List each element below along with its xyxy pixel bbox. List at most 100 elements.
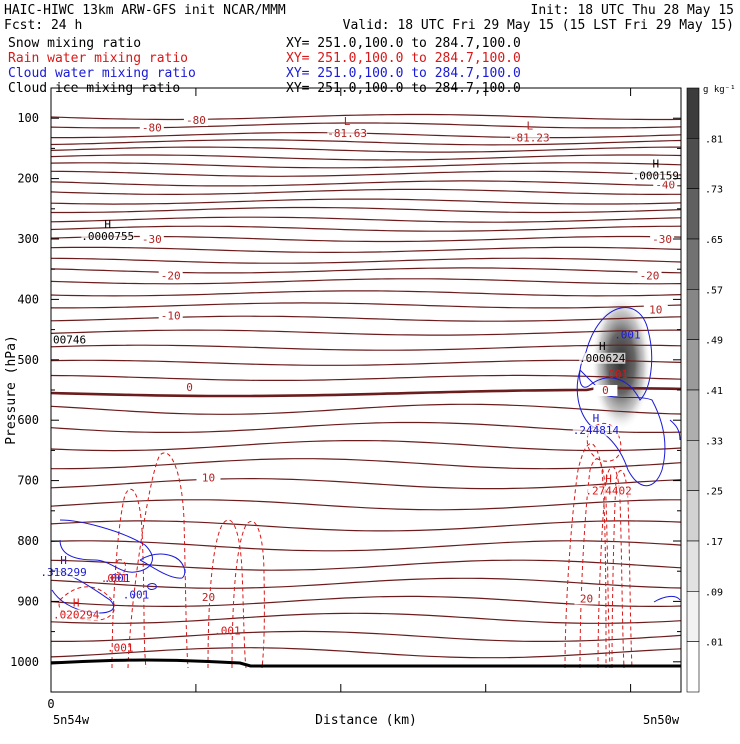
isotherm-line	[50, 225, 682, 232]
field-xy: XY= 251.0,100.0 to 284.7,100.0	[286, 66, 521, 81]
isotherm-label: 20	[202, 591, 215, 604]
label-mask	[327, 128, 367, 140]
rain-water-contour	[207, 519, 247, 669]
label-mask	[510, 132, 550, 144]
label-mask	[637, 270, 662, 282]
colorbar-swatch	[686, 138, 700, 189]
extremum-value: .0000755	[81, 230, 134, 243]
y-tick-label: 100	[17, 111, 39, 125]
temperature-isotherms	[50, 113, 682, 659]
isotherm-line	[50, 267, 682, 274]
label-mask	[650, 234, 675, 246]
isotherm-line	[50, 499, 681, 511]
colorbar-swatch	[686, 440, 700, 491]
extremum-value: .318299	[40, 566, 86, 579]
cloud-water-contour	[669, 419, 681, 441]
isotherm-label: -40	[655, 179, 675, 192]
isotherm-line	[50, 139, 682, 146]
isotherm-label: 0	[602, 384, 609, 397]
y-tick-label: 500	[17, 353, 39, 367]
colorbar-swatch	[686, 339, 700, 391]
contour-value-label: .001	[602, 368, 629, 381]
isotherm-line	[50, 154, 682, 161]
isotherm-label: -30	[652, 233, 672, 246]
isotherm-label: 10	[649, 304, 662, 317]
isotherm-line	[50, 257, 682, 264]
contour-value-label: .001	[614, 329, 641, 342]
extremum-marker: H	[593, 412, 600, 425]
colorbar-swatch	[686, 238, 700, 290]
y-tick-label: 1000	[10, 655, 39, 669]
y-tick-label: 200	[17, 172, 39, 186]
isotherm-line	[51, 206, 682, 214]
rain-water-contour	[58, 586, 115, 621]
rain-water-contours	[58, 422, 633, 669]
extremum-value: .000159	[633, 169, 679, 182]
x-left-location: 5n54w	[53, 713, 90, 727]
isotherm-line	[50, 647, 682, 659]
colorbar-swatch	[686, 591, 700, 642]
colorbar-level-label: .57	[705, 285, 723, 296]
label-mask	[653, 179, 678, 191]
colorbar-swatch	[686, 87, 700, 139]
label-mask	[177, 382, 202, 393]
label-mask	[196, 592, 221, 604]
label-mask	[158, 310, 183, 322]
extremum-value: .274402	[585, 485, 631, 498]
isotherm-line	[50, 403, 682, 415]
isotherm-line	[50, 180, 682, 187]
label-mask	[632, 170, 679, 182]
colorbar-level-label: .73	[705, 185, 723, 196]
header: HAIC-HIWC 13km ARW-GFS init NCAR/MMM Ini…	[4, 3, 734, 96]
colorbar-swatch	[686, 490, 700, 542]
label-mask	[139, 122, 164, 134]
colorbar-level-label: .41	[705, 386, 723, 397]
colorbar-unit: g kg⁻¹	[703, 85, 736, 95]
isotherm-label: -30	[142, 233, 162, 246]
valid-time: Valid: 18 UTC Fri 29 May 15 (15 LST Fri …	[343, 18, 734, 33]
y-tick-label: 300	[17, 232, 39, 246]
extremum-marker: L	[344, 115, 351, 128]
rain-water-contour	[611, 470, 633, 669]
colorbar-swatch	[686, 540, 700, 592]
x-right-location: 5n50w	[643, 713, 680, 727]
isotherm-label: -10	[161, 310, 181, 323]
isotherm-line	[50, 198, 682, 205]
label-mask	[53, 609, 100, 621]
colorbar-level-label: .25	[705, 487, 723, 498]
colorbar-level-label: .09	[705, 587, 723, 598]
isotherm-line	[50, 162, 682, 169]
contour-value-label: .001	[104, 572, 131, 585]
field-xy: XY= 251.0,100.0 to 284.7,100.0	[286, 36, 521, 51]
surface-terrain-line	[50, 658, 681, 668]
y-tick-label: 700	[17, 474, 39, 488]
field-name: Rain water mixing ratio	[8, 51, 188, 66]
label-mask	[574, 593, 599, 605]
isotherm-line	[50, 440, 682, 452]
isotherm-line	[51, 302, 682, 309]
extremum-marker: H	[60, 554, 67, 567]
isotherm-line	[50, 329, 681, 336]
isotherm-label: -80	[142, 121, 162, 134]
forecast-hour: Fcst: 24 h	[4, 18, 82, 33]
freezing-level-line	[50, 386, 682, 398]
extremum-value: .020294	[53, 608, 100, 621]
extremum-marker: H	[104, 218, 111, 231]
isotherm-line	[50, 540, 682, 552]
colorbar-swatch	[686, 289, 700, 340]
label-mask	[585, 485, 632, 497]
isotherm-label: -20	[640, 269, 660, 282]
colorbar-level-label: .81	[705, 134, 723, 145]
cloud-water-contour	[59, 519, 153, 573]
colorbar-swatch	[686, 389, 700, 441]
label-mask	[158, 270, 183, 282]
rain-water-contour	[231, 520, 265, 669]
isotherm-line	[50, 146, 681, 153]
cloud-water-contour	[139, 553, 186, 579]
label-mask	[81, 230, 135, 242]
rain-water-contour	[564, 443, 607, 669]
isotherm-line	[51, 458, 682, 470]
